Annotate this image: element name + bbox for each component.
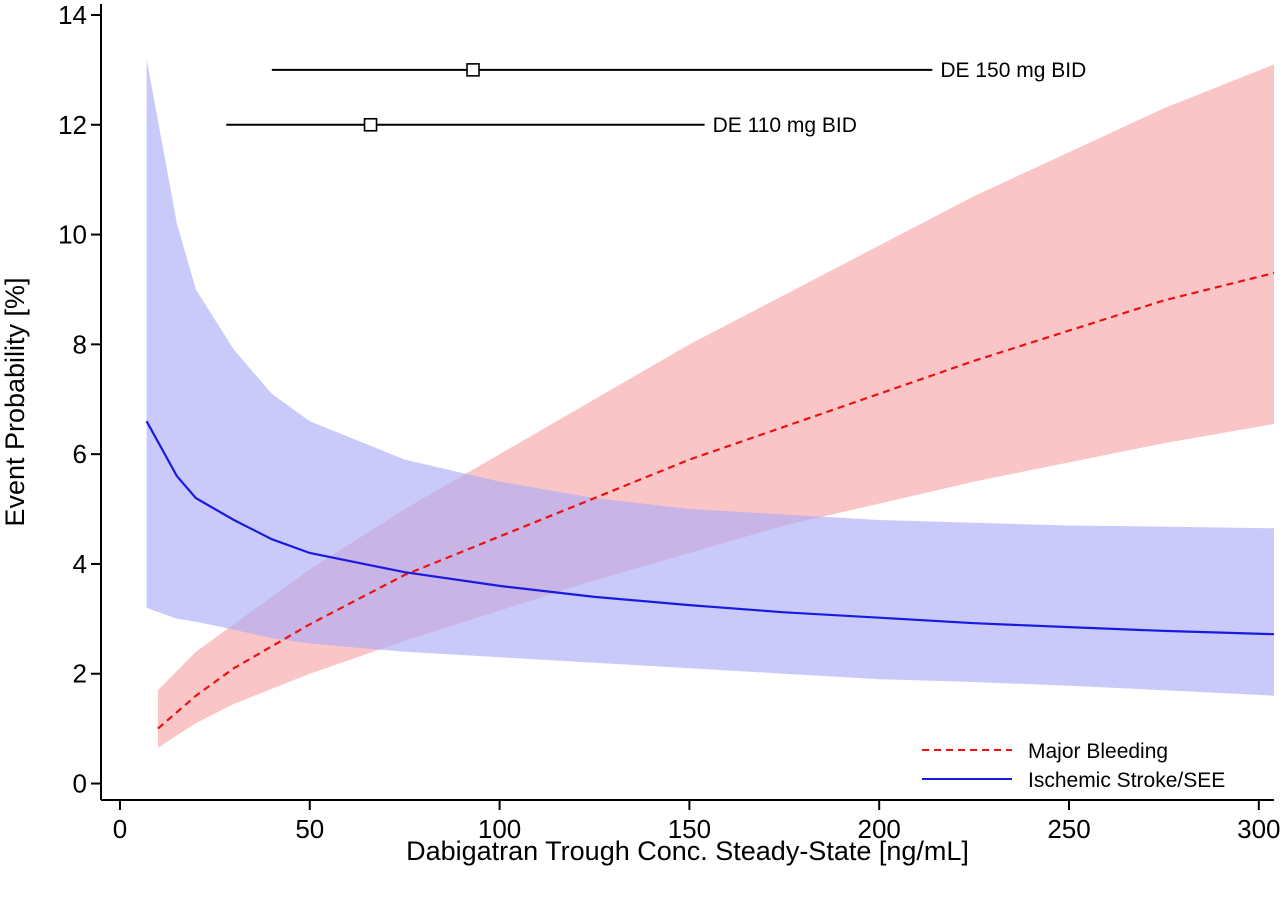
y-tick-label: 6: [73, 439, 87, 469]
legend-label-ischemic-stroke-see: Ischemic Stroke/SEE: [1028, 769, 1225, 792]
y-tick-label: 14: [58, 0, 87, 30]
x-tick-label: 200: [858, 814, 901, 844]
x-tick-label: 250: [1047, 814, 1090, 844]
de-150-mg-bid-label: DE 150 mg BID: [940, 59, 1086, 82]
ischemic-stroke-see-confidence-band: [146, 58, 1275, 696]
y-tick-label: 2: [73, 659, 87, 689]
dose-annotations: DE 150 mg BID DE 110 mg BID: [226, 59, 1086, 137]
de-110-mg-bid-label: DE 110 mg BID: [713, 114, 857, 137]
de-110-mg-bid-median-marker: [363, 117, 378, 132]
y-tick-label: 0: [73, 769, 87, 799]
y-tick-label: 12: [58, 110, 87, 140]
y-tick-label: 10: [58, 220, 87, 250]
y-tick-label: 4: [73, 549, 87, 579]
x-tick-label: 100: [478, 814, 521, 844]
legend-label-major-bleeding: Major Bleeding: [1028, 740, 1168, 763]
x-tick-label: 150: [668, 814, 711, 844]
axes: 0 2 4 6 8 10 12 14 0 50 100 150 200 250 300: [58, 0, 1280, 844]
x-tick-label: 300: [1237, 814, 1280, 844]
y-axis-label: Event Probability [%]: [0, 277, 30, 526]
major-bleeding-line: [157, 271, 1275, 730]
legend: Major Bleeding Ischemic Stroke/SEE: [922, 740, 1225, 792]
y-tick-label: 8: [73, 329, 87, 359]
x-tick-label: 50: [295, 814, 324, 844]
ischemic-stroke-see-line: [145, 420, 1275, 636]
x-axis-label: Dabigatran Trough Conc. Steady-State [ng…: [406, 836, 969, 866]
de-150-mg-bid-median-marker: [466, 63, 480, 77]
confidence-bands: [146, 58, 1275, 748]
x-tick-label: 0: [113, 814, 127, 844]
series-lines: [145, 271, 1275, 730]
